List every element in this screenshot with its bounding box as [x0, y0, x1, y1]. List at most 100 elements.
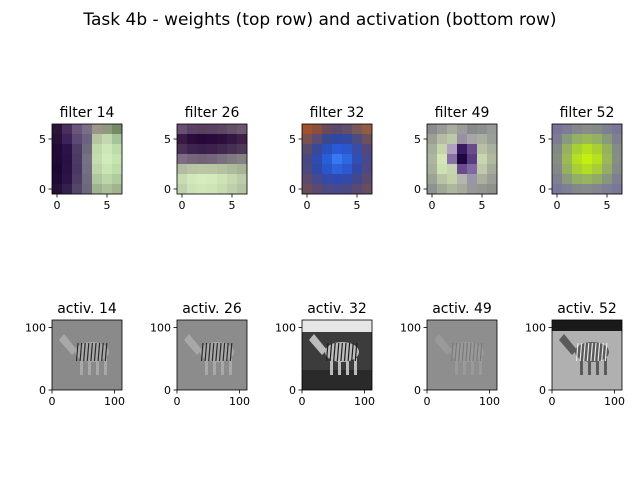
activation-panel-4-zebra-stripe	[472, 342, 476, 362]
activation-panel-3-zebra-stripe	[336, 342, 340, 362]
filter-panel-3-cell	[342, 154, 353, 165]
filter-panel-5-cell	[562, 154, 573, 165]
activation-panel-1: 0 100 0 100 activ. 14	[25, 301, 125, 408]
filter-panel-5-cell	[602, 124, 613, 135]
filter-panel-1-cell	[62, 174, 73, 185]
filter-panel-4-cell	[467, 184, 478, 195]
activation-panel-5-zebra-stripe	[575, 342, 579, 362]
filter-panel-2-ytick-label: 0	[164, 183, 171, 196]
activation-panel-1-zebra-stripe	[75, 342, 79, 362]
activation-panel-2-zebra-leg	[229, 358, 232, 375]
filter-panel-3-cell	[352, 154, 363, 165]
filter-panel-1-cell	[52, 154, 63, 165]
filter-panel-2-cell	[217, 174, 228, 185]
filter-panel-4-cell	[447, 144, 458, 155]
filter-panel-2-cell	[217, 184, 228, 195]
filter-panel-5-cell	[582, 134, 593, 145]
activation-panel-2-title: activ. 26	[182, 301, 242, 317]
filter-panel-4-cell	[447, 134, 458, 145]
filter-panel-2-cell	[207, 124, 218, 135]
filter-panel-5-cell	[572, 154, 583, 165]
filter-panel-3-cell	[312, 164, 323, 175]
filter-panel-4-cell	[487, 164, 498, 175]
filter-panel-3-cell	[352, 124, 363, 135]
activation-panel-3-ytick-label: 100	[275, 322, 296, 335]
activation-panel-2-zebra-leg	[213, 358, 216, 375]
filter-panel-1-cell	[82, 134, 93, 145]
filter-panel-5-cell	[552, 124, 563, 135]
filter-panel-1-cell	[82, 164, 93, 175]
activation-panel-1-zebra-leg	[80, 358, 83, 375]
filter-panel-4-cell	[487, 144, 498, 155]
filter-panel-2-cell	[177, 164, 188, 175]
filter-panel-4-cell	[427, 184, 438, 195]
filter-panel-5-cell	[612, 174, 623, 185]
activation-panel-4-ytick-label: 100	[400, 322, 421, 335]
filter-panel-2-cell	[187, 174, 198, 185]
filter-panel-2-cell	[187, 184, 198, 195]
activation-panel-1-image	[52, 320, 122, 390]
filter-panel-4-cell	[457, 164, 468, 175]
activation-panel-1-zebra-leg	[96, 358, 99, 375]
filter-panel-1-cell	[82, 174, 93, 185]
filter-panel-4-cell	[467, 164, 478, 175]
filter-panel-5-xtick-label: 0	[554, 199, 561, 212]
filter-panel-1-cell	[82, 154, 93, 165]
filter-panel-5-cell	[592, 154, 603, 165]
filter-panel-2-cell	[197, 174, 208, 185]
filter-panel-5-cell	[612, 164, 623, 175]
filter-panel-3-cell	[342, 134, 353, 145]
filter-panel-4-cell	[447, 184, 458, 195]
activation-panel-3-xtick-label: 100	[354, 395, 375, 408]
filter-panel-1-cell	[112, 174, 123, 185]
activation-panel-3-title: activ. 32	[307, 301, 367, 317]
filter-panel-5-cell	[592, 164, 603, 175]
filter-panel-2-cell	[207, 174, 218, 185]
filter-panel-5-cell	[572, 144, 583, 155]
filter-panel-2-cell	[207, 134, 218, 145]
activation-panel-1-zebra-neck	[59, 334, 77, 355]
filter-panel-1-cell	[112, 184, 123, 195]
activation-panel-2-ytick-label: 100	[150, 322, 171, 335]
filter-panel-1-cell	[72, 144, 83, 155]
filter-panel-3-cell	[312, 154, 323, 165]
filter-panel-5-cell	[552, 134, 563, 145]
filter-panel-5-cell	[602, 174, 613, 185]
filter-panel-4-title: filter 49	[435, 105, 490, 121]
activation-panel-4-frame	[426, 319, 498, 391]
filter-panel-2-cell	[227, 164, 238, 175]
filter-panel-3-cell	[322, 144, 333, 155]
filter-panel-5-cell	[562, 124, 573, 135]
filter-panel-4-cell	[477, 184, 488, 195]
activation-panel-5-xtick-label: 0	[549, 395, 556, 408]
filter-panel-5-cell	[562, 174, 573, 185]
filter-panel-1-cell	[102, 164, 113, 175]
activation-panel-2-zebra-stripe	[215, 342, 218, 362]
activation-panel-1-zebra-leg	[104, 358, 107, 375]
filter-panel-4-cell	[477, 164, 488, 175]
activation-panel-1-ytick-label: 100	[25, 322, 46, 335]
filter-panel-2-cell	[237, 134, 248, 145]
filter-panel-3-cell	[362, 144, 373, 155]
filter-panel-4: 0 5 0 5 filter 49	[414, 105, 498, 212]
filter-panel-2-cell	[237, 124, 248, 135]
activation-panel-2-image	[177, 320, 247, 390]
filter-panel-1-cell	[72, 154, 83, 165]
activation-panel-3-zebra-leg	[330, 358, 333, 375]
filter-panel-3-frame	[301, 123, 373, 195]
filter-panel-3-cell	[302, 184, 313, 195]
filter-panel-5-cell	[592, 174, 603, 185]
filter-panel-5-cell	[602, 184, 613, 195]
activation-panel-5-zebra-neck	[559, 334, 577, 355]
activation-panel-4: 0 100 0 100 activ. 49	[400, 301, 500, 408]
filter-panel-4-cell	[467, 154, 478, 165]
filter-panel-3-cell	[322, 174, 333, 185]
filter-panel-3-cell	[322, 134, 333, 145]
filter-panel-3-cell	[362, 154, 373, 165]
filter-panel-2-cell	[177, 184, 188, 195]
filter-panel-2-cell	[177, 124, 188, 135]
filter-panel-3-cell	[332, 174, 343, 185]
activation-panel-4-image	[427, 320, 497, 390]
